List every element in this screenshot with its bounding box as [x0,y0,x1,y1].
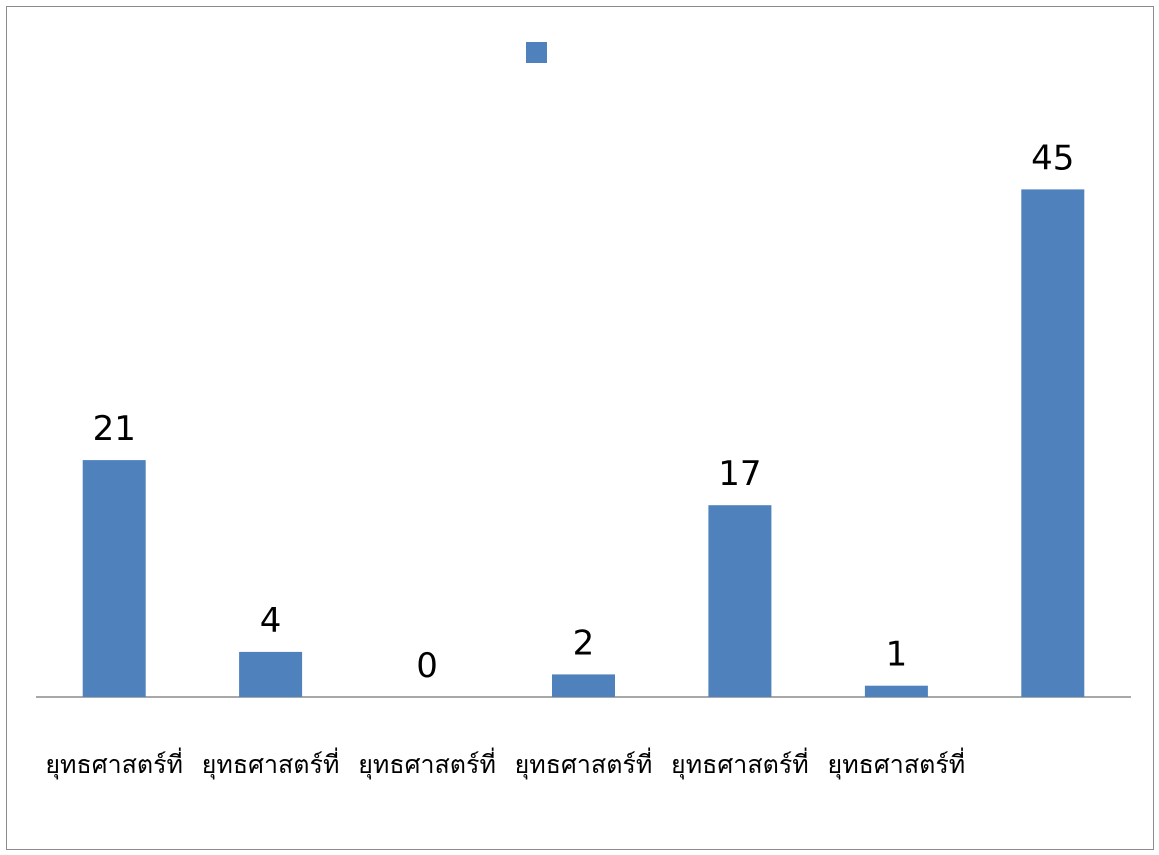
bars-group [82,189,1085,697]
data-label-4: 2 [573,623,595,663]
category-label-5: ยุทธศาสตร์ที่ [671,747,809,780]
data-label-6: 1 [886,635,908,675]
bar-6 [864,685,928,697]
data-label-7: 45 [1031,138,1074,178]
bar-2 [239,651,303,697]
category-label-3: ยุทธศาสตร์ที่ [358,747,496,780]
chart-area [6,6,1154,850]
category-label-1: ยุทธศาสตร์ที่ [45,747,183,780]
data-labels-group: 21 4 0 2 17 1 45 [93,138,1075,686]
bar-7 [1021,189,1085,697]
category-label-2: ยุทธศาสตร์ที่ [202,747,340,780]
category-label-4: ยุทธศาสตร์ที่ [515,747,653,780]
data-label-5: 17 [718,454,761,494]
category-labels-group: ยุทธศาสตร์ที่ ยุทธศาสตร์ที่ ยุทธศาสตร์ที่ ย… [45,747,965,780]
data-label-2: 4 [260,601,282,641]
legend-swatch [526,42,547,63]
bar-4 [552,674,615,697]
bar-1 [82,460,146,697]
category-label-6: ยุทธศาสตร์ที่ [828,747,966,780]
legend [526,42,547,63]
bar-5 [708,505,772,697]
data-label-1: 21 [93,409,136,449]
data-label-3: 0 [416,646,438,686]
